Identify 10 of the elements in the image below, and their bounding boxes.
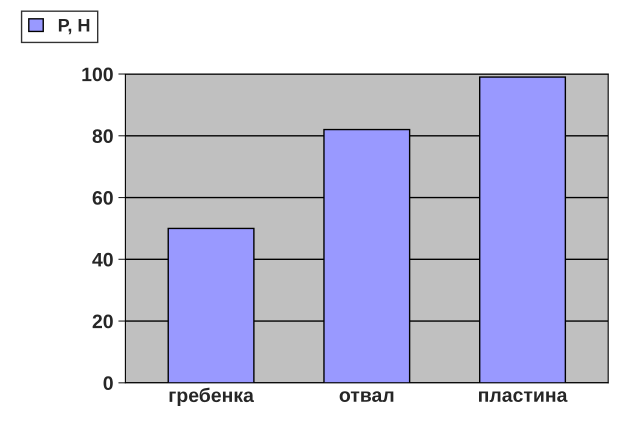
- y-tick-label: 80: [92, 129, 113, 144]
- legend-label: P, H: [58, 19, 90, 34]
- y-tick-label: 100: [82, 67, 113, 82]
- y-tick-label: 20: [92, 314, 113, 328]
- y-tick-label: 60: [92, 191, 113, 205]
- x-tick-label: отвал: [340, 391, 394, 402]
- x-tick-label: гребенка: [170, 388, 254, 406]
- x-tick-label: пластина: [479, 391, 568, 402]
- y-tick-label: 40: [92, 252, 113, 267]
- y-tick-label: 0: [104, 376, 113, 390]
